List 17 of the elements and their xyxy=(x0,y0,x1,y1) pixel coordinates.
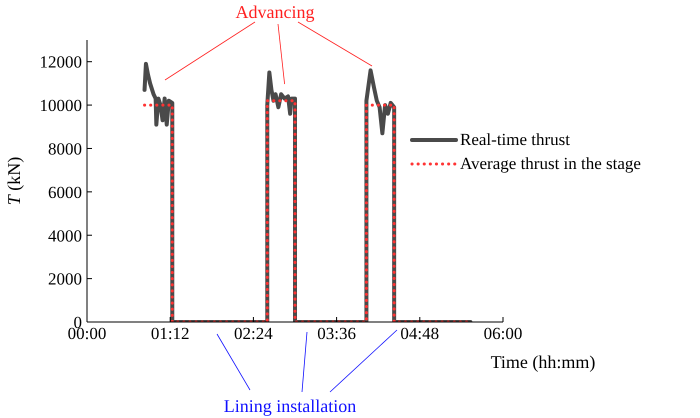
x-tick-label: 04:48 xyxy=(400,324,440,344)
y-tick-label: 12000 xyxy=(40,52,82,72)
y-tick-label: 4000 xyxy=(48,226,82,246)
y-axis-title: T (kN) xyxy=(4,156,24,206)
x-tick-label: 02:24 xyxy=(234,324,274,344)
legend-label: Real-time thrust xyxy=(460,130,570,150)
y-tick-label: 10000 xyxy=(40,96,82,116)
legend-label: Average thrust in the stage xyxy=(460,154,641,174)
y-tick-label: 6000 xyxy=(48,182,82,202)
x-tick-label: 03:36 xyxy=(317,324,356,344)
x-tick-label: 06:00 xyxy=(484,324,522,344)
annotation: Advancing xyxy=(236,2,314,22)
x-tick-label: 01:12 xyxy=(150,324,190,344)
text: Lining installation xyxy=(224,396,356,416)
y-tick-label: 2000 xyxy=(48,270,82,289)
x-axis-title: Time (hh:mm) xyxy=(490,352,596,372)
y-tick-label: 8000 xyxy=(48,139,82,158)
